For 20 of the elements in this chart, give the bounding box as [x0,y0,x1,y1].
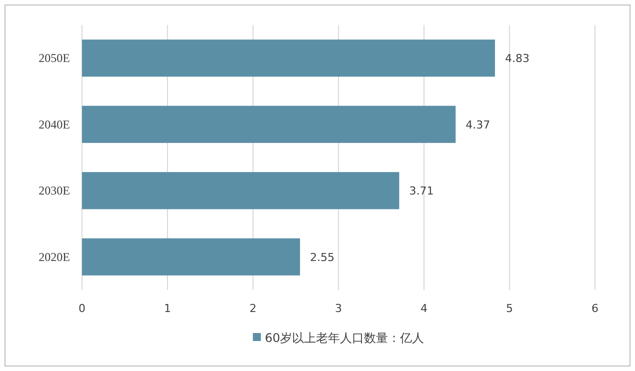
y-tick-label: 2040E [38,117,70,132]
bar [82,40,495,77]
bar [82,172,400,210]
data-label: 4.83 [504,52,530,66]
x-tick-label: 0 [78,302,86,315]
y-tick-label: 2030E [38,184,70,198]
x-tick-label: 5 [506,302,513,315]
legend-label: 60岁以上老年人口数量：亿人 [264,331,424,345]
x-tick-label: 2 [250,302,256,315]
data-label: 3.71 [409,184,434,198]
bar [82,106,456,143]
bar [82,238,300,276]
x-tick-label: 6 [592,302,598,315]
x-tick-label: 1 [164,302,171,315]
data-label: 2.55 [310,250,335,264]
data-label: 4.37 [466,118,490,132]
y-tick-label: 2050E [38,51,70,66]
x-tick-label: 3 [335,302,342,315]
x-tick-label: 4 [420,302,428,315]
y-tick-label: 2020E [38,250,70,264]
